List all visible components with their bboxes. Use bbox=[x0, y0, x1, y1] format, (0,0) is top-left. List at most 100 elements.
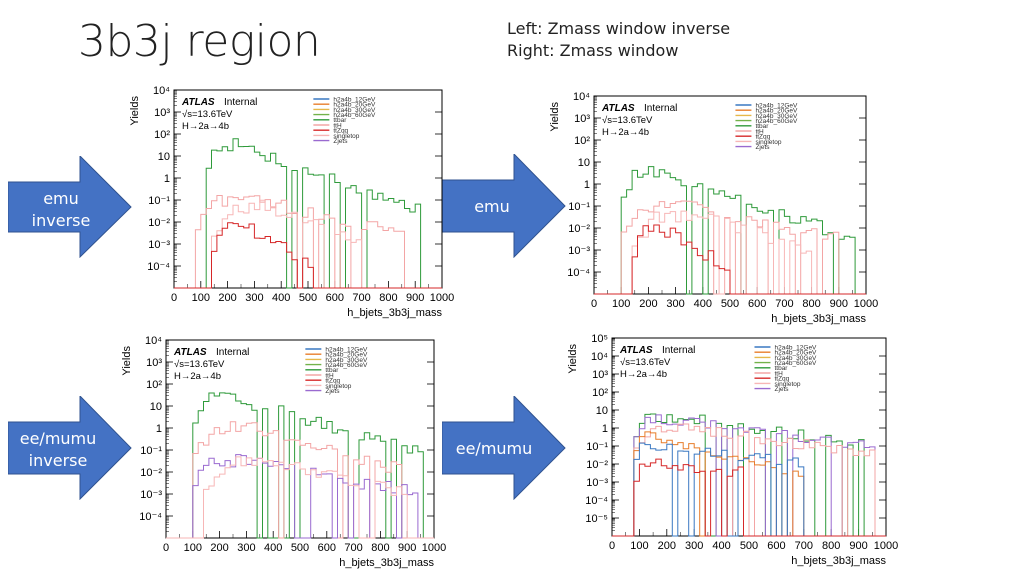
legend-entry: h2a4b_60GeV bbox=[755, 118, 798, 125]
legend-entry: h2a4b_30GeV bbox=[333, 107, 376, 114]
y-tick-label: 10⁴ bbox=[573, 91, 590, 103]
x-tick-label: 900 bbox=[830, 298, 848, 310]
y-tick-label: 1 bbox=[584, 179, 590, 191]
x-tick-label: 600 bbox=[318, 542, 336, 554]
chart-svg: 10⁴ 10³ 10² 10 1 10⁻¹ 10⁻² 10⁻³ 10⁻⁴ 0 100 200 300 40… bbox=[121, 335, 446, 569]
x-tick-label: 0 bbox=[171, 292, 177, 304]
y-axis-label: Yields bbox=[129, 96, 141, 126]
y-tick-label: 10³ bbox=[574, 113, 590, 125]
x-axis-label: h_bjets_3b3j_mass bbox=[347, 307, 442, 319]
x-tick-label: 800 bbox=[802, 298, 820, 310]
legend-entry: singletop bbox=[325, 383, 351, 390]
x-tick-label: 0 bbox=[609, 540, 615, 552]
atlas-status: Internal bbox=[644, 103, 677, 114]
x-tick-label: 900 bbox=[849, 540, 867, 552]
legend-entry: ttH bbox=[325, 372, 334, 379]
arrow-label-line: emu bbox=[474, 197, 510, 216]
x-tick-label: 600 bbox=[748, 298, 766, 310]
y-tick-label: 10² bbox=[592, 387, 608, 399]
x-tick-label: 500 bbox=[291, 542, 309, 554]
x-tick-label: 500 bbox=[740, 540, 758, 552]
arrow-eemumu: ee/mumu bbox=[442, 396, 566, 500]
energy-label: √s=13.6TeV bbox=[174, 359, 225, 370]
atlas-label: ATLAS bbox=[619, 345, 653, 356]
legend-entry: h2a4b_12GeV bbox=[774, 344, 817, 351]
atlas-status: Internal bbox=[224, 97, 257, 108]
arrow-shape bbox=[8, 396, 132, 500]
atlas-status: Internal bbox=[662, 345, 695, 356]
x-tick-label: 900 bbox=[406, 292, 424, 304]
y-tick-label: 10⁻¹ bbox=[568, 201, 590, 213]
x-tick-label: 1000 bbox=[874, 540, 898, 552]
y-axis-label: Yields bbox=[567, 344, 579, 374]
energy-label: √s=13.6TeV bbox=[602, 115, 653, 126]
series-tth bbox=[612, 423, 886, 537]
x-tick-label: 300 bbox=[666, 298, 684, 310]
arrow-label: ee/mumu inverse bbox=[8, 428, 108, 472]
legend-entry: singletop bbox=[774, 381, 800, 388]
atlas-label: ATLAS bbox=[601, 103, 635, 114]
series-ttbar bbox=[174, 138, 442, 289]
y-tick-label: 1 bbox=[602, 423, 608, 435]
arrow-label-line: inverse bbox=[28, 451, 88, 470]
chart-svg: 10⁵ 10⁴ 10³ 10² 10 1 10⁻¹ 10⁻² 10⁻³ 10⁻⁴ 10⁻⁵ 0 100 2… bbox=[567, 333, 898, 567]
legend-entry: h2a4b_60GeV bbox=[325, 362, 368, 369]
legend-entry: ttZqq bbox=[333, 128, 348, 135]
x-tick-label: 800 bbox=[822, 540, 840, 552]
y-tick-label: 10⁻² bbox=[586, 459, 608, 471]
histogram-panel-eemumu-inverse: 10⁴ 10³ 10² 10 1 10⁻¹ 10⁻² 10⁻³ 10⁻⁴ 0 100 200 300 40… bbox=[118, 335, 446, 569]
legend-entry: ttbar bbox=[755, 123, 769, 130]
series-ttbar bbox=[166, 392, 434, 539]
process-label: H→2a→4b bbox=[182, 121, 229, 132]
x-tick-label: 0 bbox=[591, 298, 597, 310]
y-tick-label: 10⁻³ bbox=[586, 477, 608, 489]
y-tick-label: 10 bbox=[578, 157, 590, 169]
series-tth bbox=[174, 195, 442, 289]
series-singletop bbox=[594, 210, 866, 295]
legend-entry: ttZqq bbox=[755, 134, 770, 141]
y-axis-label: Yields bbox=[549, 102, 561, 132]
y-tick-label: 10⁻² bbox=[568, 223, 590, 235]
y-axis-label: Yields bbox=[121, 346, 133, 376]
series-ttbar bbox=[594, 166, 866, 295]
legend-entry: h2a4b_20GeV bbox=[333, 102, 376, 109]
legend-entry: h2a4b_20GeV bbox=[325, 352, 368, 359]
energy-label: √s=13.6TeV bbox=[182, 109, 233, 120]
series-singletop bbox=[166, 456, 434, 539]
x-tick-label: 100 bbox=[630, 540, 648, 552]
y-tick-label: 10⁻¹ bbox=[586, 441, 608, 453]
arrow-emu: emu bbox=[442, 154, 566, 258]
y-tick-label: 10⁻³ bbox=[568, 245, 590, 257]
arrow-label: emu inverse bbox=[8, 188, 114, 232]
series-ttzqq bbox=[612, 458, 886, 537]
arrow-shape bbox=[442, 154, 566, 258]
legend-entry: singletop bbox=[755, 139, 781, 146]
x-tick-label: 400 bbox=[264, 542, 282, 554]
process-label: H→2a→4b bbox=[174, 371, 221, 382]
slide-note: Left: Zmass window inverse Right: Zmass … bbox=[507, 18, 730, 62]
series-ttzqq bbox=[594, 224, 866, 295]
process-label: H→2a→4b bbox=[620, 369, 667, 380]
legend-entry: h2a4b_30GeV bbox=[774, 355, 817, 362]
legend-entry: h2a4b_12GeV bbox=[755, 102, 798, 109]
y-tick-label: 10³ bbox=[592, 369, 608, 381]
legend-entry: h2a4b_20GeV bbox=[755, 108, 798, 115]
y-tick-label: 10⁻¹ bbox=[140, 445, 162, 457]
y-tick-label: 10 bbox=[596, 405, 608, 417]
atlas-label: ATLAS bbox=[173, 347, 207, 358]
arrow-eemumu-inverse: ee/mumu inverse bbox=[8, 396, 132, 500]
y-tick-label: 10 bbox=[158, 151, 170, 163]
process-label: H→2a→4b bbox=[602, 127, 649, 138]
legend-entry: ttH bbox=[774, 370, 783, 377]
x-tick-label: 700 bbox=[775, 298, 793, 310]
chart-svg: 10⁴ 10³ 10² 10 1 10⁻¹ 10⁻² 10⁻³ 10⁻⁴ 0 100 200 300 40… bbox=[129, 85, 454, 319]
legend-entry: ttbar bbox=[774, 365, 788, 372]
x-tick-label: 800 bbox=[379, 292, 397, 304]
y-tick-label: 10² bbox=[154, 129, 170, 141]
x-tick-label: 1000 bbox=[422, 542, 446, 554]
x-tick-label: 200 bbox=[218, 292, 236, 304]
y-tick-label: 10 bbox=[150, 401, 162, 413]
x-tick-label: 900 bbox=[398, 542, 416, 554]
x-axis-label: h_bjets_3b3j_mass bbox=[339, 557, 434, 569]
y-tick-label: 10² bbox=[146, 379, 162, 391]
